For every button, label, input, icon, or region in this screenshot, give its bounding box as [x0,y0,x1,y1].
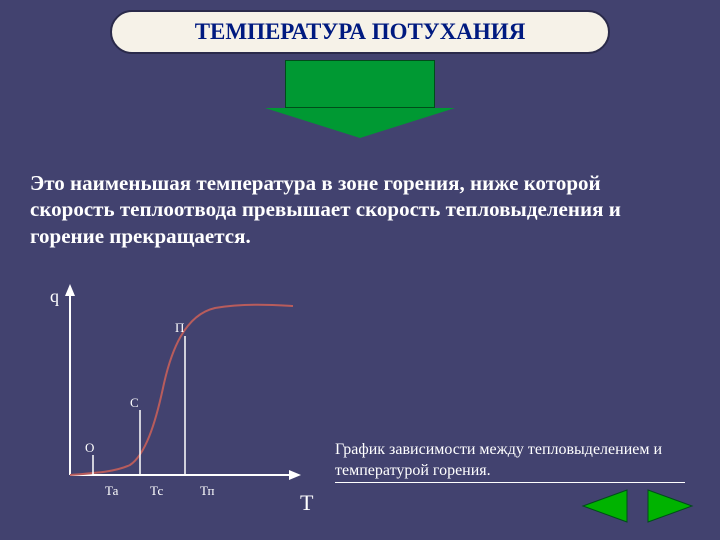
arrow-stem [285,60,435,108]
nav-forward-button[interactable] [645,487,695,525]
title-container: ТЕМПЕРАТУРА ПОТУХАНИЯ [110,10,610,54]
chart-markers: О С П [85,320,185,475]
y-axis-label: q [50,286,59,306]
title-text: ТЕМПЕРАТУРА ПОТУХАНИЯ [195,19,526,45]
nav-back-button[interactable] [580,487,630,525]
nav-buttons [580,487,695,525]
marker-label: С [130,395,139,410]
x-axis-label: T [300,490,313,516]
definition-text: Это наименьшая температура в зоне горени… [30,170,690,249]
y-axis-arrow-icon [65,284,75,296]
x-tick-label: Та [105,483,119,498]
marker-label: О [85,440,94,455]
arrow-decoration [265,60,455,138]
arrow-head-icon [265,108,455,138]
chart: q О С П Та Тс Тп [35,280,305,510]
chart-caption: График зависимости между тепловыделением… [335,440,705,482]
x-axis-arrow-icon [289,470,301,480]
x-tick-labels: Та Тс Тп [105,483,214,498]
x-tick-label: Тс [150,483,163,498]
caption-underline [335,482,685,483]
marker-label: П [175,320,184,335]
x-tick-label: Тп [200,483,214,498]
